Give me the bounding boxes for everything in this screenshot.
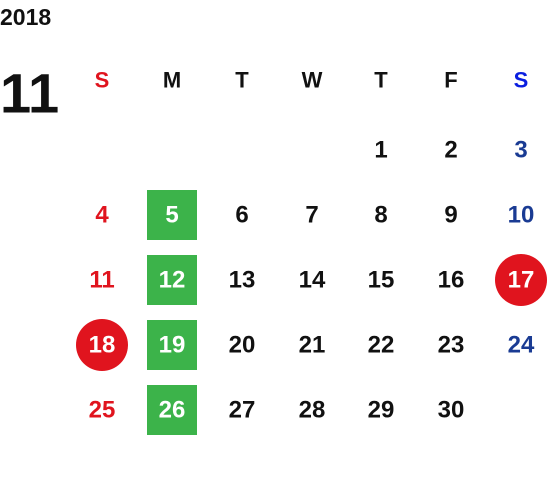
day: 29 — [368, 397, 395, 424]
day: 27 — [229, 397, 256, 424]
day: 23 — [438, 332, 465, 359]
day: 21 — [299, 332, 326, 359]
day: 19 — [159, 332, 186, 359]
day: 25 — [89, 397, 116, 424]
holiday-box — [147, 320, 197, 370]
weekday-header: T — [374, 68, 388, 93]
day: 15 — [368, 267, 395, 294]
day: 17 — [508, 267, 535, 294]
day: 9 — [444, 202, 457, 229]
day: 24 — [508, 332, 535, 359]
year: 2018 — [0, 4, 51, 30]
holiday-box — [147, 385, 197, 435]
day: 13 — [229, 267, 256, 294]
holiday-box — [147, 255, 197, 305]
weekday-header: W — [302, 68, 323, 93]
day: 4 — [95, 202, 109, 229]
day: 20 — [229, 332, 256, 359]
day: 14 — [299, 267, 326, 294]
day: 6 — [235, 202, 248, 229]
day: 16 — [438, 267, 465, 294]
weekday-header: F — [444, 68, 457, 93]
weekday-header: S — [95, 68, 110, 93]
holiday-circle — [76, 319, 128, 371]
day: 28 — [299, 397, 326, 424]
day: 5 — [165, 202, 178, 229]
day: 26 — [159, 397, 186, 424]
weekday-header: S — [514, 68, 529, 93]
holiday-circle — [495, 254, 547, 306]
day: 22 — [368, 332, 395, 359]
day: 7 — [305, 202, 318, 229]
day: 18 — [89, 332, 116, 359]
month: 11 — [0, 62, 59, 125]
day: 10 — [508, 202, 535, 229]
day: 3 — [514, 137, 527, 164]
day: 1 — [374, 137, 387, 164]
holiday-box — [147, 190, 197, 240]
weekday-header: M — [163, 68, 181, 93]
day: 30 — [438, 397, 465, 424]
day: 8 — [374, 202, 387, 229]
day: 11 — [89, 267, 114, 294]
weekday-header: T — [235, 68, 249, 93]
day: 2 — [444, 137, 457, 164]
day: 12 — [159, 267, 186, 294]
